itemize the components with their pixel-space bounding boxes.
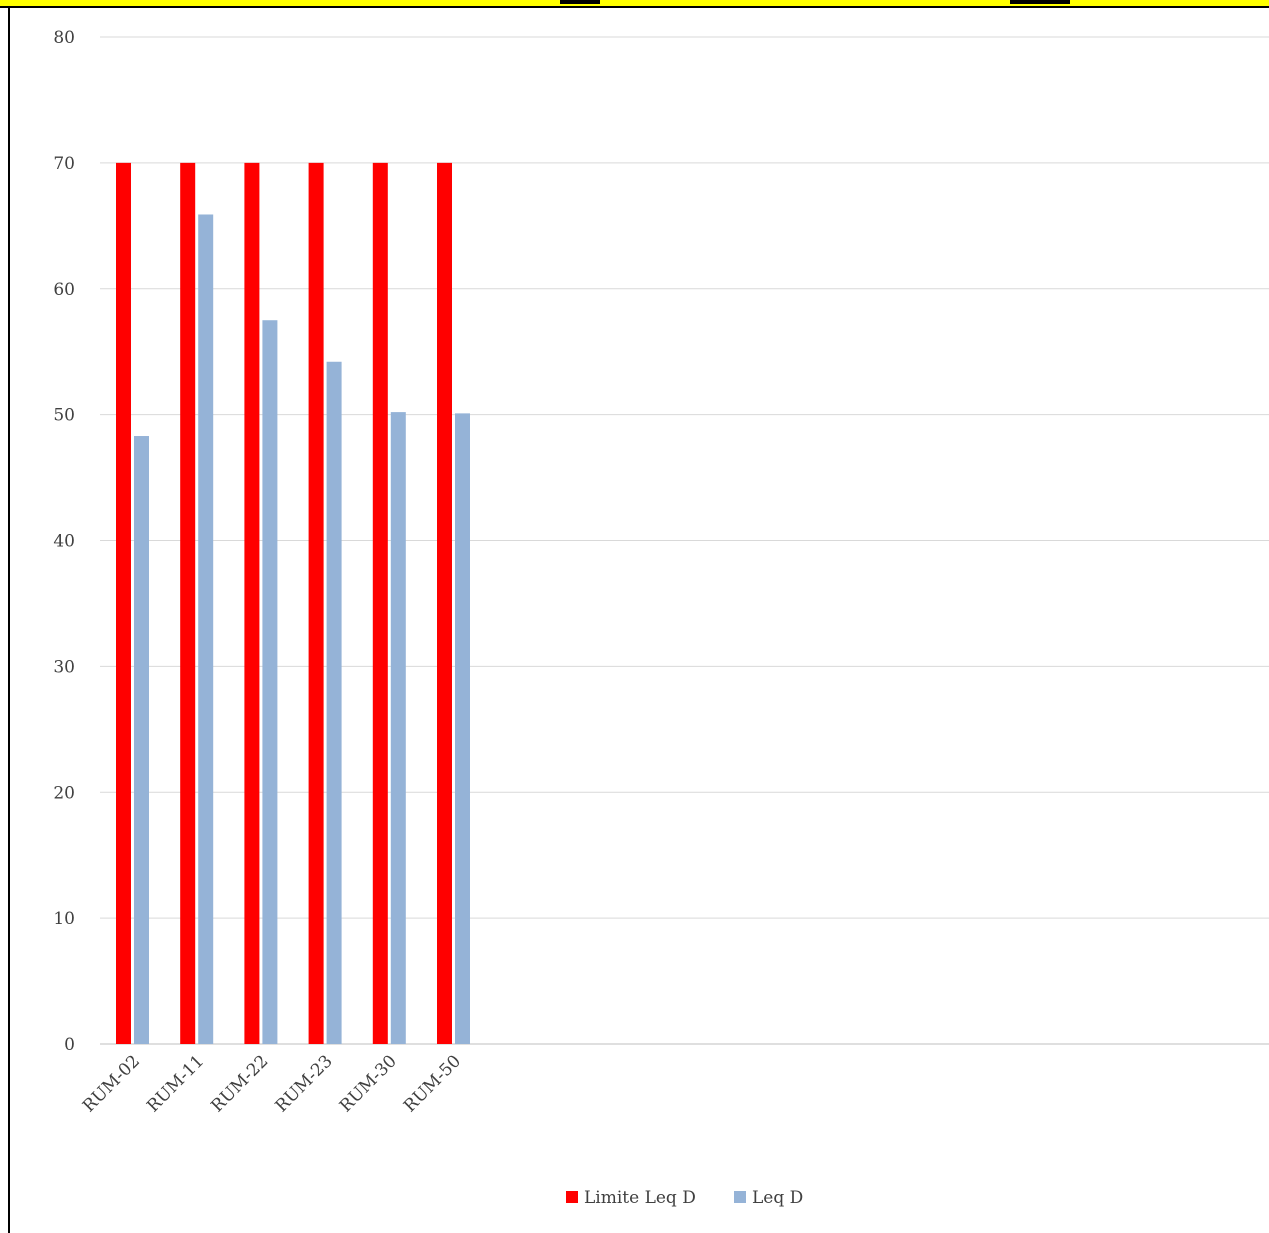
legend-swatch-limite-leq-d (566, 1191, 578, 1203)
y-axis-ticks: 0 10 20 30 40 50 60 70 80 (53, 28, 75, 1055)
bar-limite-leq-d-rum-50 (437, 162, 452, 1044)
y-tick-label: 80 (53, 28, 75, 48)
bar-leq-d-rum-50 (455, 413, 470, 1045)
bar-leq-d-rum-22 (262, 320, 278, 1044)
bar-limite-leq-d-rum-30 (372, 162, 388, 1044)
page-left-border (8, 8, 10, 1233)
bar-limite-leq-d-rum-23 (308, 162, 324, 1044)
legend-label-leq-d: Leq D (752, 1188, 803, 1208)
bars (116, 162, 470, 1045)
x-tick-label: RUM-50 (400, 1051, 465, 1116)
x-tick-label: RUM-02 (79, 1051, 144, 1116)
x-tick-label: RUM-11 (143, 1051, 208, 1116)
y-tick-label: 60 (53, 280, 75, 300)
x-tick-label: RUM-22 (207, 1051, 272, 1116)
x-tick-label: RUM-30 (336, 1051, 401, 1116)
bar-limite-leq-d-rum-02 (116, 162, 131, 1044)
legend-swatch-leq-d (734, 1191, 746, 1203)
bar-leq-d-rum-02 (134, 436, 149, 1044)
y-tick-label: 70 (53, 154, 75, 174)
bar-limite-leq-d-rum-22 (244, 162, 260, 1044)
bar-limite-leq-d-rum-11 (180, 162, 196, 1044)
y-tick-label: 20 (53, 783, 75, 803)
y-tick-label: 0 (64, 1035, 75, 1055)
legend: Limite Leq D Leq D (566, 1188, 803, 1208)
y-tick-label: 30 (53, 657, 75, 677)
bar-leq-d-rum-23 (326, 361, 342, 1044)
bar-leq-d-rum-30 (390, 412, 406, 1044)
bar-leq-d-rum-11 (198, 214, 214, 1044)
y-tick-label: 40 (53, 532, 75, 552)
gridlines (100, 36, 1269, 1045)
y-tick-label: 10 (53, 909, 75, 929)
legend-label-limite-leq-d: Limite Leq D (584, 1188, 696, 1208)
x-axis-ticks: RUM-02 RUM-11 RUM-22 RUM-23 RUM-30 RUM-50 (79, 1051, 465, 1116)
y-tick-label: 50 (53, 406, 75, 426)
title-banner-strip (0, 0, 1269, 8)
x-tick-label: RUM-23 (272, 1051, 337, 1116)
